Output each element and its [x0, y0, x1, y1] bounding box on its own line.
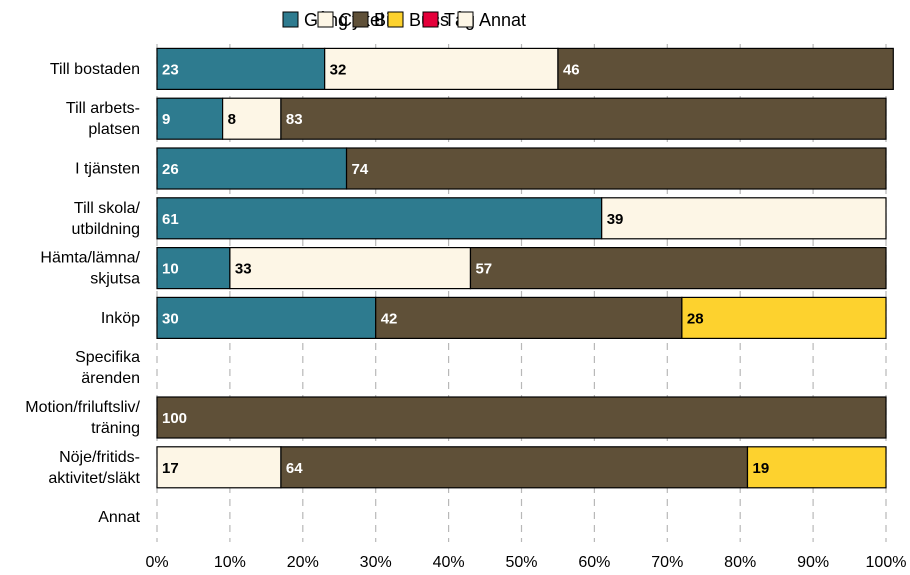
bar-segment — [156, 296, 377, 339]
legend-swatch — [317, 11, 334, 28]
data-label: 9 — [162, 111, 170, 128]
category-label: Till skola/utbildning — [72, 200, 141, 238]
category-label: Till bostaden — [50, 61, 140, 78]
y-axis-categories: Till bostaden Till arbets-platsen I tjänst… — [25, 61, 140, 526]
data-label: 32 — [330, 61, 347, 78]
x-tick-label: 50% — [505, 554, 537, 571]
data-label: 23 — [162, 61, 179, 78]
bar-segment — [156, 97, 224, 140]
bar-segment — [156, 197, 603, 240]
legend-swatch — [422, 11, 439, 28]
category-label: Nöje/fritids-aktivitet/släkt — [48, 449, 140, 487]
x-tick-label: 70% — [651, 554, 683, 571]
bar-segment — [375, 296, 683, 339]
bar-segment — [280, 446, 749, 489]
bar-segment — [345, 147, 887, 190]
data-label: 28 — [687, 310, 704, 327]
bar-segment — [601, 197, 887, 240]
legend-swatch — [282, 11, 299, 28]
data-label: 8 — [228, 111, 236, 128]
category-label: Hämta/lämna/skjutsa — [40, 250, 140, 288]
x-axis-ticks: 0% 10% 20% 30% 40% 50% 60% 70% 80% 90% 100% — [145, 554, 906, 571]
bar-segment — [222, 97, 282, 140]
x-tick-label: 10% — [214, 554, 246, 571]
data-label: 64 — [286, 460, 303, 477]
category-label: Till arbets-platsen — [66, 100, 140, 138]
bar-segment — [469, 247, 887, 290]
legend-swatch — [387, 11, 404, 28]
data-label: 61 — [162, 211, 179, 228]
data-label: 100 — [162, 410, 187, 427]
x-tick-label: 20% — [287, 554, 319, 571]
category-label: Motion/friluftsliv/träning — [25, 399, 140, 437]
x-tick-label: 100% — [866, 554, 907, 571]
bar-segment — [229, 247, 472, 290]
data-label: 26 — [162, 161, 179, 178]
category-label: Annat — [98, 509, 140, 526]
x-tick-label: 0% — [145, 554, 168, 571]
category-label: Specifika ärenden — [75, 349, 140, 387]
legend-label: Annat — [479, 10, 526, 30]
bar-segment — [156, 247, 231, 290]
bars: 23 32 46 9 8 83 26 74 61 39 10 33 57 30 42 28 100 17 64 19 — [156, 47, 894, 489]
x-tick-label: 80% — [724, 554, 756, 571]
bar-segment — [156, 147, 348, 190]
data-label: 46 — [563, 61, 580, 78]
data-label: 57 — [475, 261, 492, 278]
bar-segment — [280, 97, 887, 140]
data-label: 10 — [162, 261, 179, 278]
bar-segment — [324, 47, 559, 91]
data-label: 30 — [162, 310, 179, 327]
bar-segment — [557, 47, 894, 91]
bar-segment — [156, 47, 326, 91]
data-label: 39 — [607, 211, 624, 228]
legend: GångCykelBilBussTågAnnat — [282, 10, 526, 30]
category-label: Inköp — [101, 310, 140, 327]
bar-segment — [681, 296, 887, 339]
data-label: 42 — [381, 310, 398, 327]
data-label: 83 — [286, 111, 303, 128]
x-tick-label: 90% — [797, 554, 829, 571]
bar-segment — [746, 446, 887, 489]
data-label: 17 — [162, 460, 179, 477]
x-tick-label: 60% — [578, 554, 610, 571]
x-tick-label: 40% — [433, 554, 465, 571]
data-label: 33 — [235, 261, 252, 278]
x-tick-label: 30% — [360, 554, 392, 571]
bar-segment — [156, 396, 887, 439]
data-label: 19 — [752, 460, 769, 477]
legend-swatch — [457, 11, 474, 28]
legend-swatch — [352, 11, 369, 28]
bar-segment — [156, 446, 282, 489]
category-label: I tjänsten — [75, 161, 140, 178]
data-label: 74 — [352, 161, 369, 178]
